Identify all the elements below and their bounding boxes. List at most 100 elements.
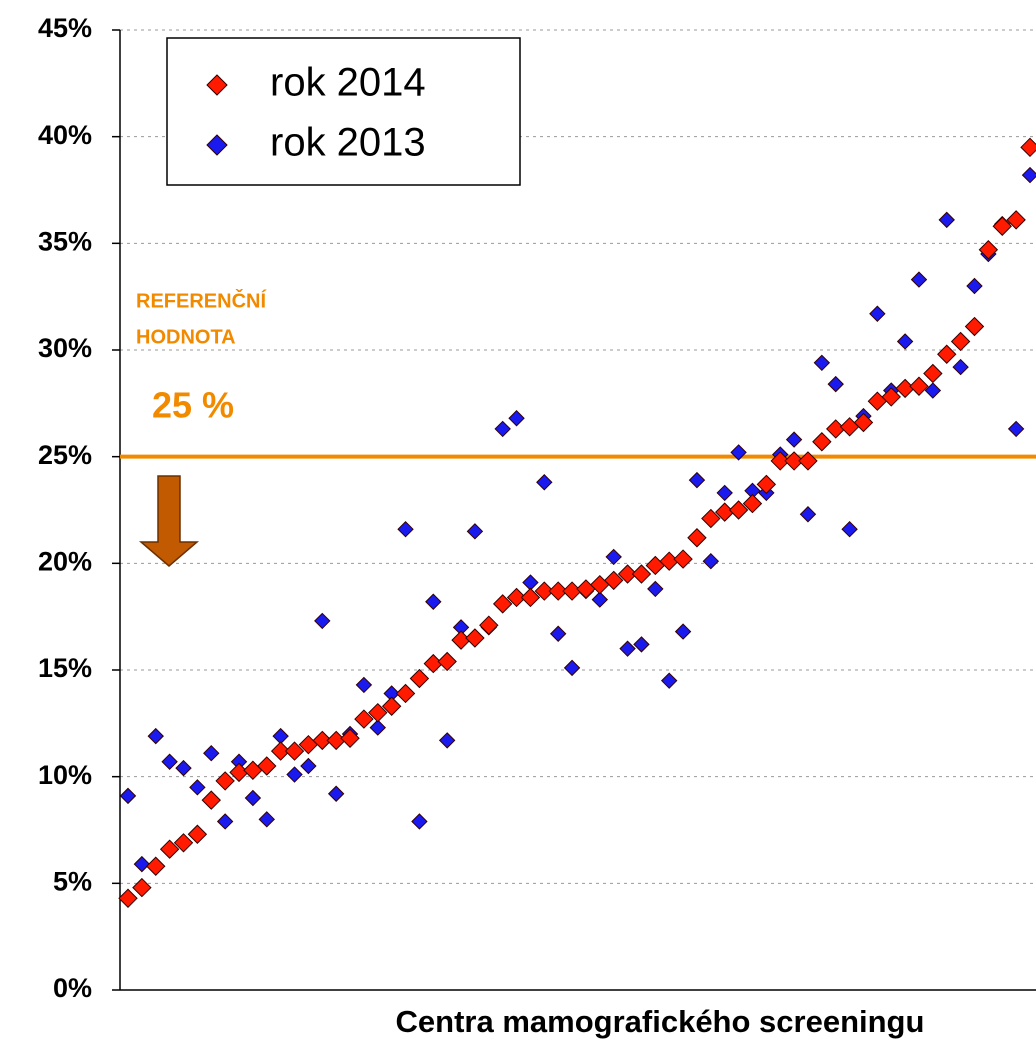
- point: [187, 824, 208, 844]
- point: [257, 756, 277, 776]
- point: [673, 549, 693, 569]
- point: [312, 730, 332, 751]
- point: [466, 523, 484, 540]
- point: [1006, 210, 1026, 230]
- point: [189, 779, 206, 796]
- point: [118, 888, 138, 908]
- point: [327, 785, 345, 802]
- legend-marker: [206, 134, 228, 156]
- point: [938, 211, 955, 229]
- point: [841, 520, 858, 538]
- point: [340, 728, 360, 748]
- point: [813, 354, 831, 372]
- point: [826, 419, 846, 439]
- point: [1021, 166, 1036, 184]
- point: [119, 787, 137, 805]
- point: [742, 493, 763, 514]
- point: [603, 570, 624, 591]
- point: [534, 581, 555, 601]
- point: [438, 732, 456, 749]
- point: [244, 789, 262, 807]
- point: [159, 839, 180, 859]
- point: [270, 741, 291, 761]
- x-axis-label: Centra mamografického screeningu: [396, 1004, 925, 1039]
- point: [966, 277, 983, 295]
- point: [161, 753, 178, 770]
- point: [619, 640, 636, 657]
- y-tick-label: 20%: [38, 546, 92, 576]
- legend-box: [166, 37, 521, 186]
- reference-label: 25 %: [152, 385, 234, 426]
- point: [368, 702, 388, 723]
- point: [784, 451, 804, 471]
- point: [937, 344, 957, 364]
- point: [827, 375, 844, 393]
- point: [369, 719, 386, 736]
- reference-title: HODNOTA: [136, 326, 236, 348]
- y-tick-label: 10%: [38, 760, 92, 790]
- point: [909, 376, 929, 396]
- point: [770, 451, 790, 471]
- point: [924, 382, 942, 399]
- point: [798, 451, 818, 471]
- point: [799, 506, 817, 523]
- point: [895, 378, 915, 399]
- point: [881, 387, 901, 407]
- point: [923, 363, 943, 384]
- point: [716, 484, 733, 502]
- point: [548, 581, 568, 601]
- point: [173, 833, 194, 853]
- point: [300, 757, 317, 775]
- point: [1020, 137, 1036, 158]
- point: [201, 790, 221, 810]
- y-tick-label: 5%: [53, 866, 92, 896]
- point: [869, 305, 886, 322]
- point: [451, 630, 471, 650]
- y-tick-label: 25%: [38, 440, 92, 470]
- point: [617, 564, 638, 584]
- point: [631, 564, 652, 584]
- point: [284, 741, 305, 761]
- point: [591, 591, 609, 608]
- reference-title: REFERENČNÍ: [136, 288, 266, 312]
- legend-marker: [206, 74, 228, 96]
- point: [785, 431, 803, 448]
- point: [562, 581, 582, 601]
- point: [992, 216, 1012, 236]
- point: [492, 594, 513, 614]
- point: [702, 552, 720, 570]
- point: [508, 410, 525, 427]
- y-tick-label: 30%: [38, 333, 92, 363]
- legend-label: rok 2013: [270, 121, 426, 165]
- point: [411, 813, 428, 830]
- point: [258, 811, 275, 828]
- point: [314, 612, 331, 630]
- arrow-icon: [138, 475, 200, 567]
- point: [286, 766, 303, 783]
- y-tick-label: 15%: [38, 653, 92, 683]
- point: [409, 668, 430, 689]
- point: [147, 727, 164, 745]
- point: [812, 432, 832, 452]
- point: [952, 358, 969, 376]
- point: [730, 444, 747, 461]
- point: [964, 316, 985, 337]
- y-tick-label: 45%: [38, 13, 92, 43]
- point: [647, 580, 664, 598]
- legend-label: rok 2014: [270, 61, 426, 105]
- point: [215, 771, 235, 791]
- y-tick-label: 0%: [53, 973, 92, 1003]
- point: [674, 623, 692, 640]
- point: [381, 696, 402, 716]
- point: [950, 331, 971, 352]
- point: [978, 240, 999, 260]
- point: [494, 420, 511, 438]
- point: [479, 615, 499, 635]
- point: [133, 855, 151, 873]
- point: [549, 625, 567, 642]
- point: [465, 628, 485, 648]
- point: [506, 587, 527, 608]
- point: [756, 474, 777, 495]
